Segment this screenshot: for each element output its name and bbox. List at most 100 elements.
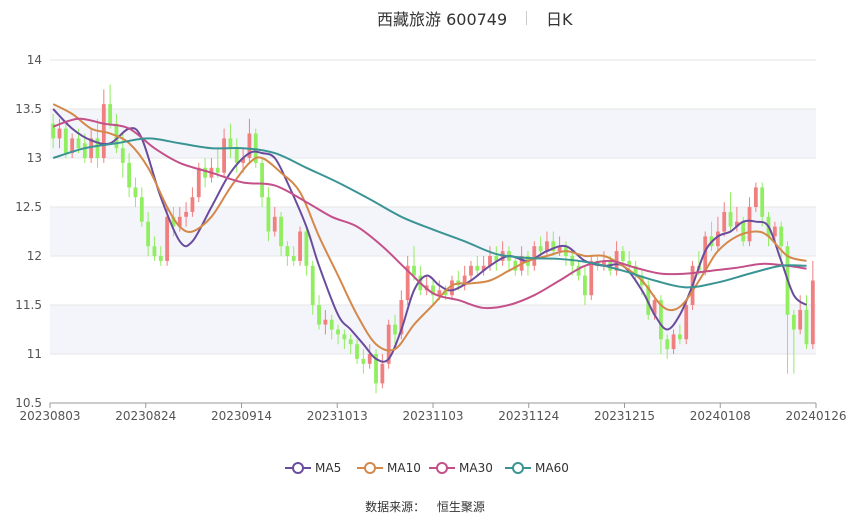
candle-body	[677, 334, 682, 340]
candle	[228, 123, 233, 158]
chart-title-row: 西藏旅游 600749 日K	[0, 6, 850, 29]
candle-body	[557, 246, 562, 252]
candle-body	[222, 138, 226, 173]
candle-body	[317, 305, 321, 325]
x-tick-label: 20231124	[498, 409, 559, 423]
candle-body	[247, 133, 252, 158]
legend-item-ma30[interactable]: MA30	[429, 458, 493, 478]
candle-body	[810, 280, 815, 345]
y-tick-label: 14	[27, 53, 42, 67]
candle-body	[412, 265, 416, 276]
candle	[298, 226, 302, 266]
candle	[209, 158, 214, 183]
candle-body	[367, 354, 372, 364]
candle	[222, 128, 226, 178]
candle-body	[741, 221, 746, 242]
y-tick-label: 12.5	[15, 200, 42, 214]
legend-item-ma5[interactable]: MA5	[285, 458, 341, 478]
candle-body	[139, 197, 144, 222]
candle	[538, 236, 543, 256]
candle-body	[374, 354, 378, 384]
candle	[70, 133, 75, 158]
candle	[158, 246, 163, 266]
legend-item-ma60[interactable]: MA60	[505, 458, 569, 478]
candle	[108, 84, 113, 129]
legend-item-ma10[interactable]: MA10	[357, 458, 421, 478]
candle-body	[722, 211, 727, 232]
candle	[386, 319, 391, 369]
candle	[304, 226, 309, 276]
candle	[627, 251, 632, 271]
candle-body	[336, 329, 340, 335]
candle	[412, 246, 416, 281]
candle-body	[488, 256, 492, 266]
candle-body	[146, 221, 151, 247]
candle-body	[728, 211, 733, 227]
grid-band	[50, 305, 816, 354]
candle-body	[393, 324, 397, 335]
data-source: 数据来源： 恒生聚源	[0, 498, 850, 515]
candle	[380, 354, 385, 389]
candle-body	[791, 314, 796, 330]
candle-body	[184, 211, 189, 217]
candle-body	[589, 260, 594, 296]
candle	[329, 314, 334, 340]
ma-line-ma10	[52, 103, 807, 352]
candle-body	[772, 226, 777, 237]
candle-body	[431, 285, 435, 296]
candle-body	[399, 300, 404, 335]
legend-marker-icon	[285, 462, 311, 474]
candle	[621, 246, 625, 266]
y-axis-ticks: 10.5 11 11.5 12 12.5 13 13.5 14	[15, 53, 42, 410]
candle	[291, 246, 296, 266]
candle-body	[659, 300, 663, 340]
ma-line-ma5	[52, 108, 808, 363]
candle-body	[481, 265, 486, 271]
candle-body	[133, 187, 138, 198]
candle	[127, 153, 132, 198]
candle	[253, 128, 258, 168]
candle	[671, 329, 676, 354]
candle-body	[355, 344, 359, 359]
grid-layer	[50, 59, 816, 404]
candle	[139, 187, 144, 227]
candle-body	[779, 226, 784, 247]
candle	[450, 275, 454, 301]
candle-body	[63, 128, 68, 154]
candle	[190, 187, 195, 217]
candle	[772, 221, 777, 242]
x-tick-label: 20230824	[115, 409, 176, 423]
candle-body	[95, 138, 100, 158]
x-tick-label: 20230914	[211, 409, 272, 423]
legend: MA5 MA10 MA30 MA60	[0, 458, 850, 478]
source-value: 恒生聚源	[436, 500, 485, 514]
candle-body	[127, 162, 132, 188]
y-tick-label: 12	[27, 249, 42, 263]
candle	[583, 265, 587, 305]
candle	[469, 260, 473, 281]
candle	[551, 231, 556, 256]
candle-body	[76, 138, 81, 149]
y-tick-label: 10.5	[15, 396, 42, 410]
candle-body	[323, 319, 328, 325]
period-label[interactable]: 日K	[546, 10, 573, 29]
candle-body	[158, 256, 163, 261]
candle-body	[190, 197, 195, 212]
candle	[633, 260, 638, 281]
grid-band	[50, 109, 816, 158]
candle-body	[241, 158, 245, 163]
candle-body	[177, 216, 182, 227]
candle-body	[152, 246, 157, 256]
candle	[234, 138, 239, 173]
legend-marker-icon	[357, 462, 383, 474]
candle-body	[747, 207, 752, 242]
candle	[684, 300, 689, 345]
candle-body	[215, 167, 220, 173]
candle	[279, 211, 283, 256]
candle-body	[405, 265, 410, 301]
candle	[203, 158, 207, 188]
candle-body	[576, 265, 581, 276]
candle-body	[462, 275, 467, 286]
candle-body	[380, 363, 385, 384]
